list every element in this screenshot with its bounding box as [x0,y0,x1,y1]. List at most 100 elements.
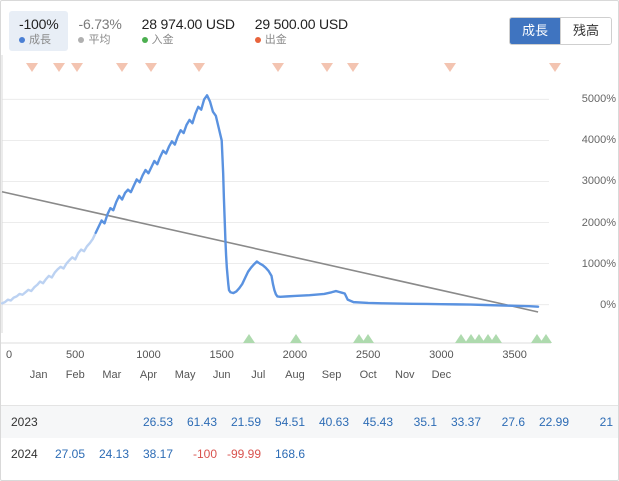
withdrawal-marker-icon[interactable] [145,63,157,72]
toggle-option-0[interactable]: 成長 [509,18,560,44]
table-cell: 22.99 [538,415,569,429]
table-cell: 21 [599,415,613,429]
table-cell: 54.51 [274,415,305,429]
chart-header: -100% 成長 -6.73% 平均 28 974.00 USD 入金 29 500.00 … [1,1,618,55]
table-row: 2024 27.05 24.13 38.17 -100 -99.99 168.6 [1,438,618,470]
stat-growth-value: -100% [19,16,59,32]
x-axis-month-label: Sep [321,369,342,381]
table-cell: -99.99 [226,447,261,461]
x-axis-tick-label: 1000 [136,349,161,361]
stat-average[interactable]: -6.73% 平均 [68,11,131,51]
y-axis-tick-label: 1000% [581,257,616,270]
stat-growth-label: 成長 [19,33,58,47]
y-axis-tick-label: 4000% [581,134,616,147]
withdrawal-marker-icon[interactable] [549,63,561,72]
stat-growth-label-text: 成長 [29,34,51,46]
y-axis-tick-label: 5000% [581,93,616,106]
table-row-year: 2024 [11,447,38,461]
y-axis-tick-label: 2000% [581,216,616,229]
deposit-marker-icon[interactable] [455,334,467,343]
x-axis-month-label: Jun [212,369,231,381]
withdrawal-marker-icon[interactable] [53,63,65,72]
withdrawal-marker-icon[interactable] [272,63,284,72]
x-axis-month-label: Feb [65,369,85,381]
plot-canvas [1,55,618,405]
stat-growth[interactable]: -100% 成長 [9,11,69,51]
stat-average-value: -6.73% [78,16,122,32]
table-row: 2023 26.53 61.43 21.59 54.51 40.63 45.43 35.1 33… [1,406,618,438]
table-cell: 24.13 [98,447,129,461]
withdrawal-marker-icon[interactable] [71,63,83,72]
stat-deposits[interactable]: 28 974.00 USD 入金 [132,11,245,51]
stat-withdrawals[interactable]: 29 500.00 USD 出金 [245,11,358,51]
x-axis-tick-label: 500 [66,349,85,361]
yearly-returns-table: 2023 26.53 61.43 21.59 54.51 40.63 45.43 35.1 33… [1,405,618,480]
deposit-marker-icon[interactable] [353,334,365,343]
stat-deposits-label-text: 入金 [151,34,174,46]
table-cell: -100 [192,447,217,461]
table-cell: 27.6 [501,415,525,429]
x-axis-tick-label: 3000 [429,349,454,361]
x-axis-tick-label: 3500 [502,349,527,361]
growth-line [94,94,540,308]
x-axis-month-label: Jan [29,369,48,381]
toggle-option-1[interactable]: 残高 [560,18,611,44]
stat-withdrawals-label: 出金 [254,33,348,47]
table-cell: 21.59 [230,415,261,429]
table-cell: 27.05 [54,447,85,461]
deposit-marker-icon[interactable] [473,334,485,343]
withdrawal-marker-icon[interactable] [26,63,38,72]
view-mode-toggle[interactable]: 成長 残高 [508,17,612,45]
withdrawal-marker-icon[interactable] [193,63,205,72]
stat-withdrawals-value: 29 500.00 USD [254,16,348,32]
withdrawal-marker-icon[interactable] [116,63,128,72]
stat-average-label-text: 平均 [88,34,111,46]
growth-line-faded [1,231,97,305]
x-axis-tick-label: 2500 [355,349,381,361]
table-row-year: 2023 [11,415,38,429]
table-cell: 168.6 [274,447,305,461]
deposit-marker-icon[interactable] [490,334,502,343]
deposit-marker-icon[interactable] [243,334,255,343]
table-cell: 45.43 [362,415,393,429]
x-axis-tick-label: 2000 [282,349,308,361]
y-axis-tick-label: 3000% [581,175,616,188]
x-axis-month-label: May [174,369,196,381]
x-axis-month-label: Nov [395,369,415,381]
stat-deposits-legend-dot-icon [141,37,148,43]
withdrawal-marker-icon[interactable] [444,63,456,72]
toggle-separator [559,18,561,44]
stat-withdrawals-label-text: 出金 [264,34,287,46]
table-cell: 38.17 [142,447,173,461]
x-axis-tick-label: 0 [6,349,13,361]
x-axis-month-label: Dec [431,369,452,381]
stat-deposits-label: 入金 [141,33,235,47]
table-cell: 35.1 [413,415,437,429]
growth-line-plot [1,55,561,344]
x-axis-tick-label: 1500 [209,349,234,361]
deposit-marker-icon[interactable] [482,334,494,343]
x-axis-month-label: Aug [285,369,305,381]
x-axis-month-label: Oct [359,369,377,381]
y-axis-tick-label: 0% [600,298,616,311]
stat-growth-legend-dot-icon [19,37,25,43]
table-cell: 26.53 [142,415,173,429]
average-trend-line [1,190,539,313]
stat-average-label: 平均 [78,33,121,47]
table-cell: 61.43 [186,415,217,429]
deposit-marker-icon[interactable] [362,334,374,343]
deposit-marker-icon[interactable] [465,334,477,343]
chart-area[interactable]: 0% 1000% 2000% 3000% 4000% 5000% 0 500 1000 1500… [1,55,618,405]
x-axis-month-label: Jul [251,369,266,381]
withdrawal-marker-icon[interactable] [347,63,359,72]
stat-deposits-value: 28 974.00 USD [141,16,235,32]
withdrawal-marker-icon[interactable] [321,63,333,72]
summary-stats: -100% 成長 -6.73% 平均 28 974.00 USD 入金 29 500.00 … [9,11,358,51]
deposit-marker-icon[interactable] [531,334,543,343]
deposit-marker-icon[interactable] [290,334,302,343]
x-axis-month-label: Mar [102,369,122,381]
x-axis-month-label: Apr [139,369,158,381]
stat-withdrawals-legend-dot-icon [254,37,261,43]
deposit-marker-icon[interactable] [540,334,552,343]
